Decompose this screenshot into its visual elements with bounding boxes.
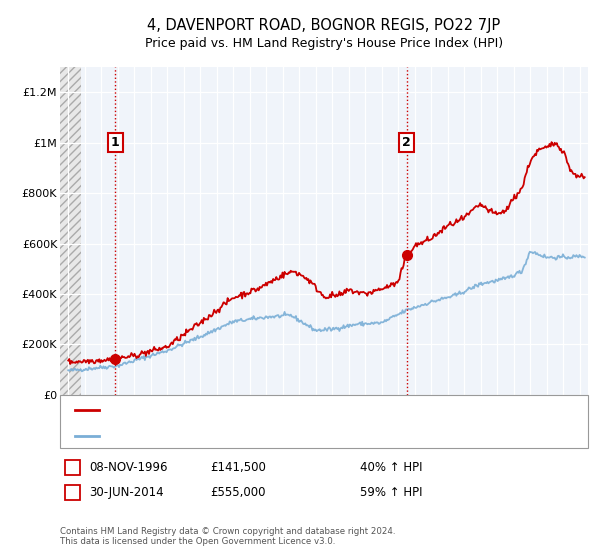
- Text: £141,500: £141,500: [210, 461, 266, 474]
- Text: 59% ↑ HPI: 59% ↑ HPI: [360, 486, 422, 499]
- Text: 1: 1: [68, 461, 77, 474]
- Text: 1: 1: [111, 136, 119, 150]
- Text: HPI: Average price, detached house, Arun: HPI: Average price, detached house, Arun: [105, 431, 323, 441]
- Text: 30-JUN-2014: 30-JUN-2014: [89, 486, 163, 499]
- Text: 40% ↑ HPI: 40% ↑ HPI: [360, 461, 422, 474]
- Text: 4, DAVENPORT ROAD, BOGNOR REGIS, PO22 7JP: 4, DAVENPORT ROAD, BOGNOR REGIS, PO22 7J…: [148, 18, 500, 32]
- Text: Contains HM Land Registry data © Crown copyright and database right 2024.
This d: Contains HM Land Registry data © Crown c…: [60, 526, 395, 546]
- Text: 4, DAVENPORT ROAD, BOGNOR REGIS, PO22 7JP (detached house): 4, DAVENPORT ROAD, BOGNOR REGIS, PO22 7J…: [105, 405, 451, 416]
- Text: 08-NOV-1996: 08-NOV-1996: [89, 461, 167, 474]
- Text: £555,000: £555,000: [210, 486, 265, 499]
- Text: Price paid vs. HM Land Registry's House Price Index (HPI): Price paid vs. HM Land Registry's House …: [145, 36, 503, 50]
- Text: 2: 2: [402, 136, 411, 150]
- Text: 2: 2: [68, 486, 77, 499]
- Bar: [60, 67, 82, 395]
